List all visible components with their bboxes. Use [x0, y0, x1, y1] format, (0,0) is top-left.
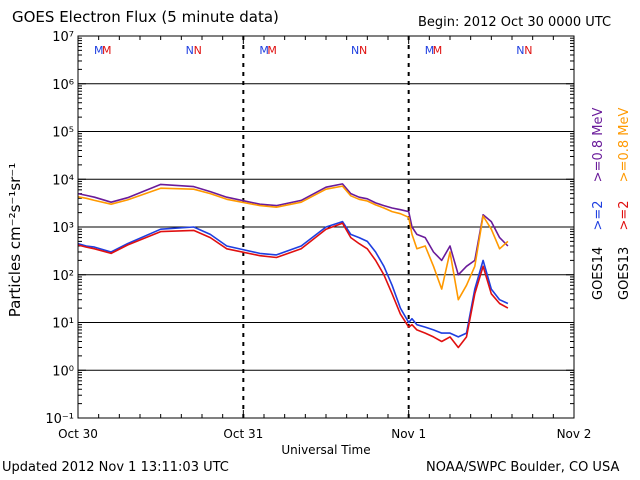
- svg-text:GOES14 >=2 >=0.8: GOES14 >=2 >=0.8 MeV: [591, 108, 606, 300]
- series-goes13-low: [77, 222, 509, 349]
- svg-text:GOES13 >=2 >=0.8: GOES13 >=2 >=0.8 MeV: [617, 108, 632, 300]
- y-tick-label: 10⁻¹: [45, 412, 74, 427]
- plot-frame: [77, 35, 575, 419]
- legend-goes13: GOES13 >=2 >=0.8 MeV: [617, 108, 632, 300]
- x-tick-labels: Oct 30 Oct 31 Nov 1 Nov 2: [58, 427, 591, 441]
- begin-time: Begin: 2012 Oct 30 0000 UTC: [418, 15, 612, 30]
- legend-goes13-low: >=2: [617, 200, 632, 230]
- noon-midnight-markers: MM MM MMN N N N N N: [94, 44, 532, 57]
- midnight-marker-goes13: N: [194, 44, 202, 57]
- x-tick-label: Nov 1: [391, 427, 426, 441]
- noon-marker-goes14: M: [94, 44, 104, 57]
- legend-goes13-high: >=0.8 MeV: [617, 108, 632, 183]
- midnight-marker-goes13: N: [359, 44, 367, 57]
- updated-time: Updated 2012 Nov 1 13:11:03 UTC: [2, 460, 229, 475]
- noon-marker-goes14: M: [425, 44, 435, 57]
- source-credit: NOAA/SWPC Boulder, CO USA: [426, 460, 620, 475]
- series-goes13-high: [77, 185, 509, 301]
- y-tick-label: 10⁴: [52, 173, 74, 188]
- noon-marker-goes14: M: [259, 44, 269, 57]
- y-tick-labels: 10⁷ 10⁶ 10⁵ 10⁴ 10³ 10² 10¹ 10⁰ 10⁻¹: [45, 30, 74, 427]
- series-goes14-high: [77, 183, 509, 276]
- y-tick-label: 10²: [52, 269, 74, 284]
- series-goes14-low: [77, 220, 509, 338]
- legend-goes13-label: GOES13: [617, 247, 632, 300]
- midnight-marker-goes13: N: [524, 44, 532, 57]
- midnight-marker-goes14: N: [516, 44, 524, 57]
- y-tick-label: 10⁵: [52, 126, 74, 141]
- x-tick-label: Nov 2: [557, 427, 592, 441]
- noon-marker-goes13: M: [102, 44, 112, 57]
- legend-goes14: GOES14 >=2 >=0.8 MeV: [591, 108, 606, 300]
- y-axis-label: Particles cm⁻²s⁻¹sr⁻¹: [6, 163, 24, 317]
- y-tick-label: 10⁰: [52, 364, 74, 379]
- legend-goes14-high: >=0.8 MeV: [591, 108, 606, 183]
- legend-goes14-label: GOES14: [591, 247, 606, 300]
- y-tick-label: 10⁶: [52, 78, 74, 93]
- x-tick-label: Oct 31: [223, 427, 263, 441]
- noon-marker-goes13: M: [433, 44, 443, 57]
- series-group: [77, 183, 509, 349]
- axis-ticks: [77, 35, 575, 419]
- legend-goes14-low: >=2: [591, 200, 606, 230]
- grid-lines: [78, 36, 574, 418]
- y-tick-label: 10¹: [52, 317, 74, 332]
- y-tick-label: 10³: [52, 221, 74, 236]
- x-axis-label: Universal Time: [281, 443, 370, 457]
- midnight-marker-goes14: N: [351, 44, 359, 57]
- y-tick-label: 10⁷: [52, 30, 74, 45]
- chart-title: GOES Electron Flux (5 minute data): [12, 8, 279, 26]
- midnight-marker-goes14: N: [186, 44, 194, 57]
- noon-marker-goes13: M: [267, 44, 277, 57]
- x-tick-label: Oct 30: [58, 427, 98, 441]
